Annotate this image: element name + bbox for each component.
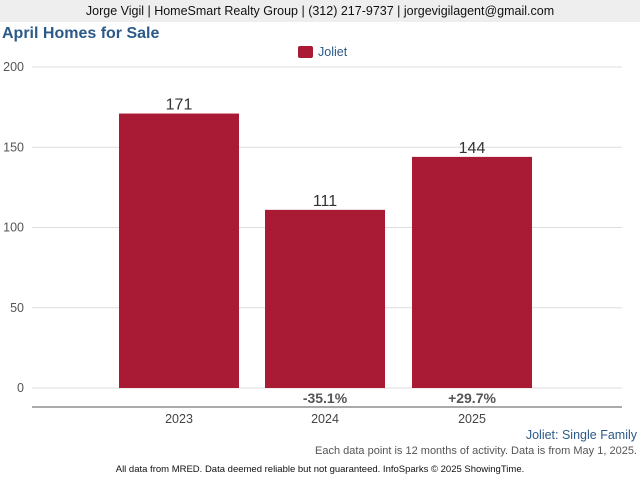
legend-swatch-joliet (298, 46, 313, 58)
data-note: Each data point is 12 months of activity… (314, 445, 637, 457)
y-tick-label: 100 (3, 221, 24, 235)
bar (119, 113, 239, 389)
contact-banner: Jorge Vigil | HomeSmart Realty Group | (… (0, 0, 640, 22)
y-tick-label: 0 (17, 381, 24, 395)
data-label: 144 (459, 140, 486, 157)
y-tick-label: 50 (10, 301, 24, 315)
change-label: +29.7% (448, 390, 496, 406)
bar (412, 156, 532, 388)
data-label: 171 (166, 97, 193, 114)
x-tick-label: 2023 (165, 412, 193, 426)
footer-disclaimer: All data from MRED. Data deemed reliable… (115, 464, 525, 475)
data-label: 111 (313, 193, 337, 210)
chart-title: April Homes for Sale (2, 25, 160, 42)
x-tick-label: 2024 (311, 412, 339, 426)
change-label: -35.1% (303, 390, 348, 406)
legend[interactable]: Joliet (298, 45, 347, 59)
legend-label-joliet: Joliet (318, 45, 348, 59)
chart-subtitle: Joliet: Single Family (525, 428, 637, 442)
x-tick-label: 2025 (458, 412, 486, 426)
y-tick-label: 150 (3, 140, 24, 154)
y-tick-label: 200 (3, 60, 24, 74)
bar (265, 209, 385, 388)
